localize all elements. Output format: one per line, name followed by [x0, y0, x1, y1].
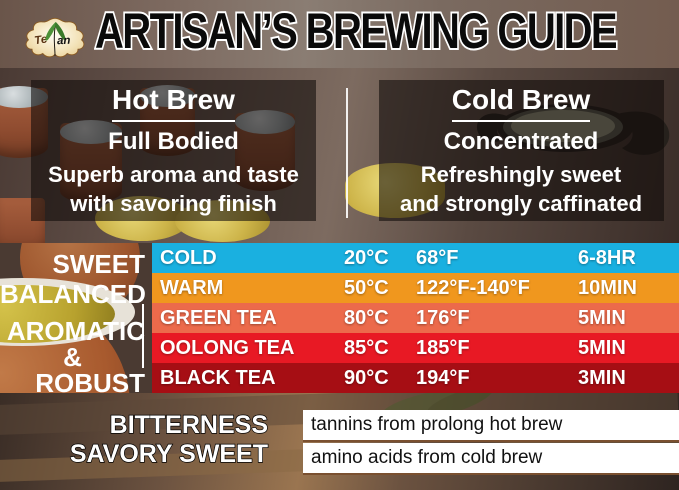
svg-text:an: an: [57, 35, 71, 47]
